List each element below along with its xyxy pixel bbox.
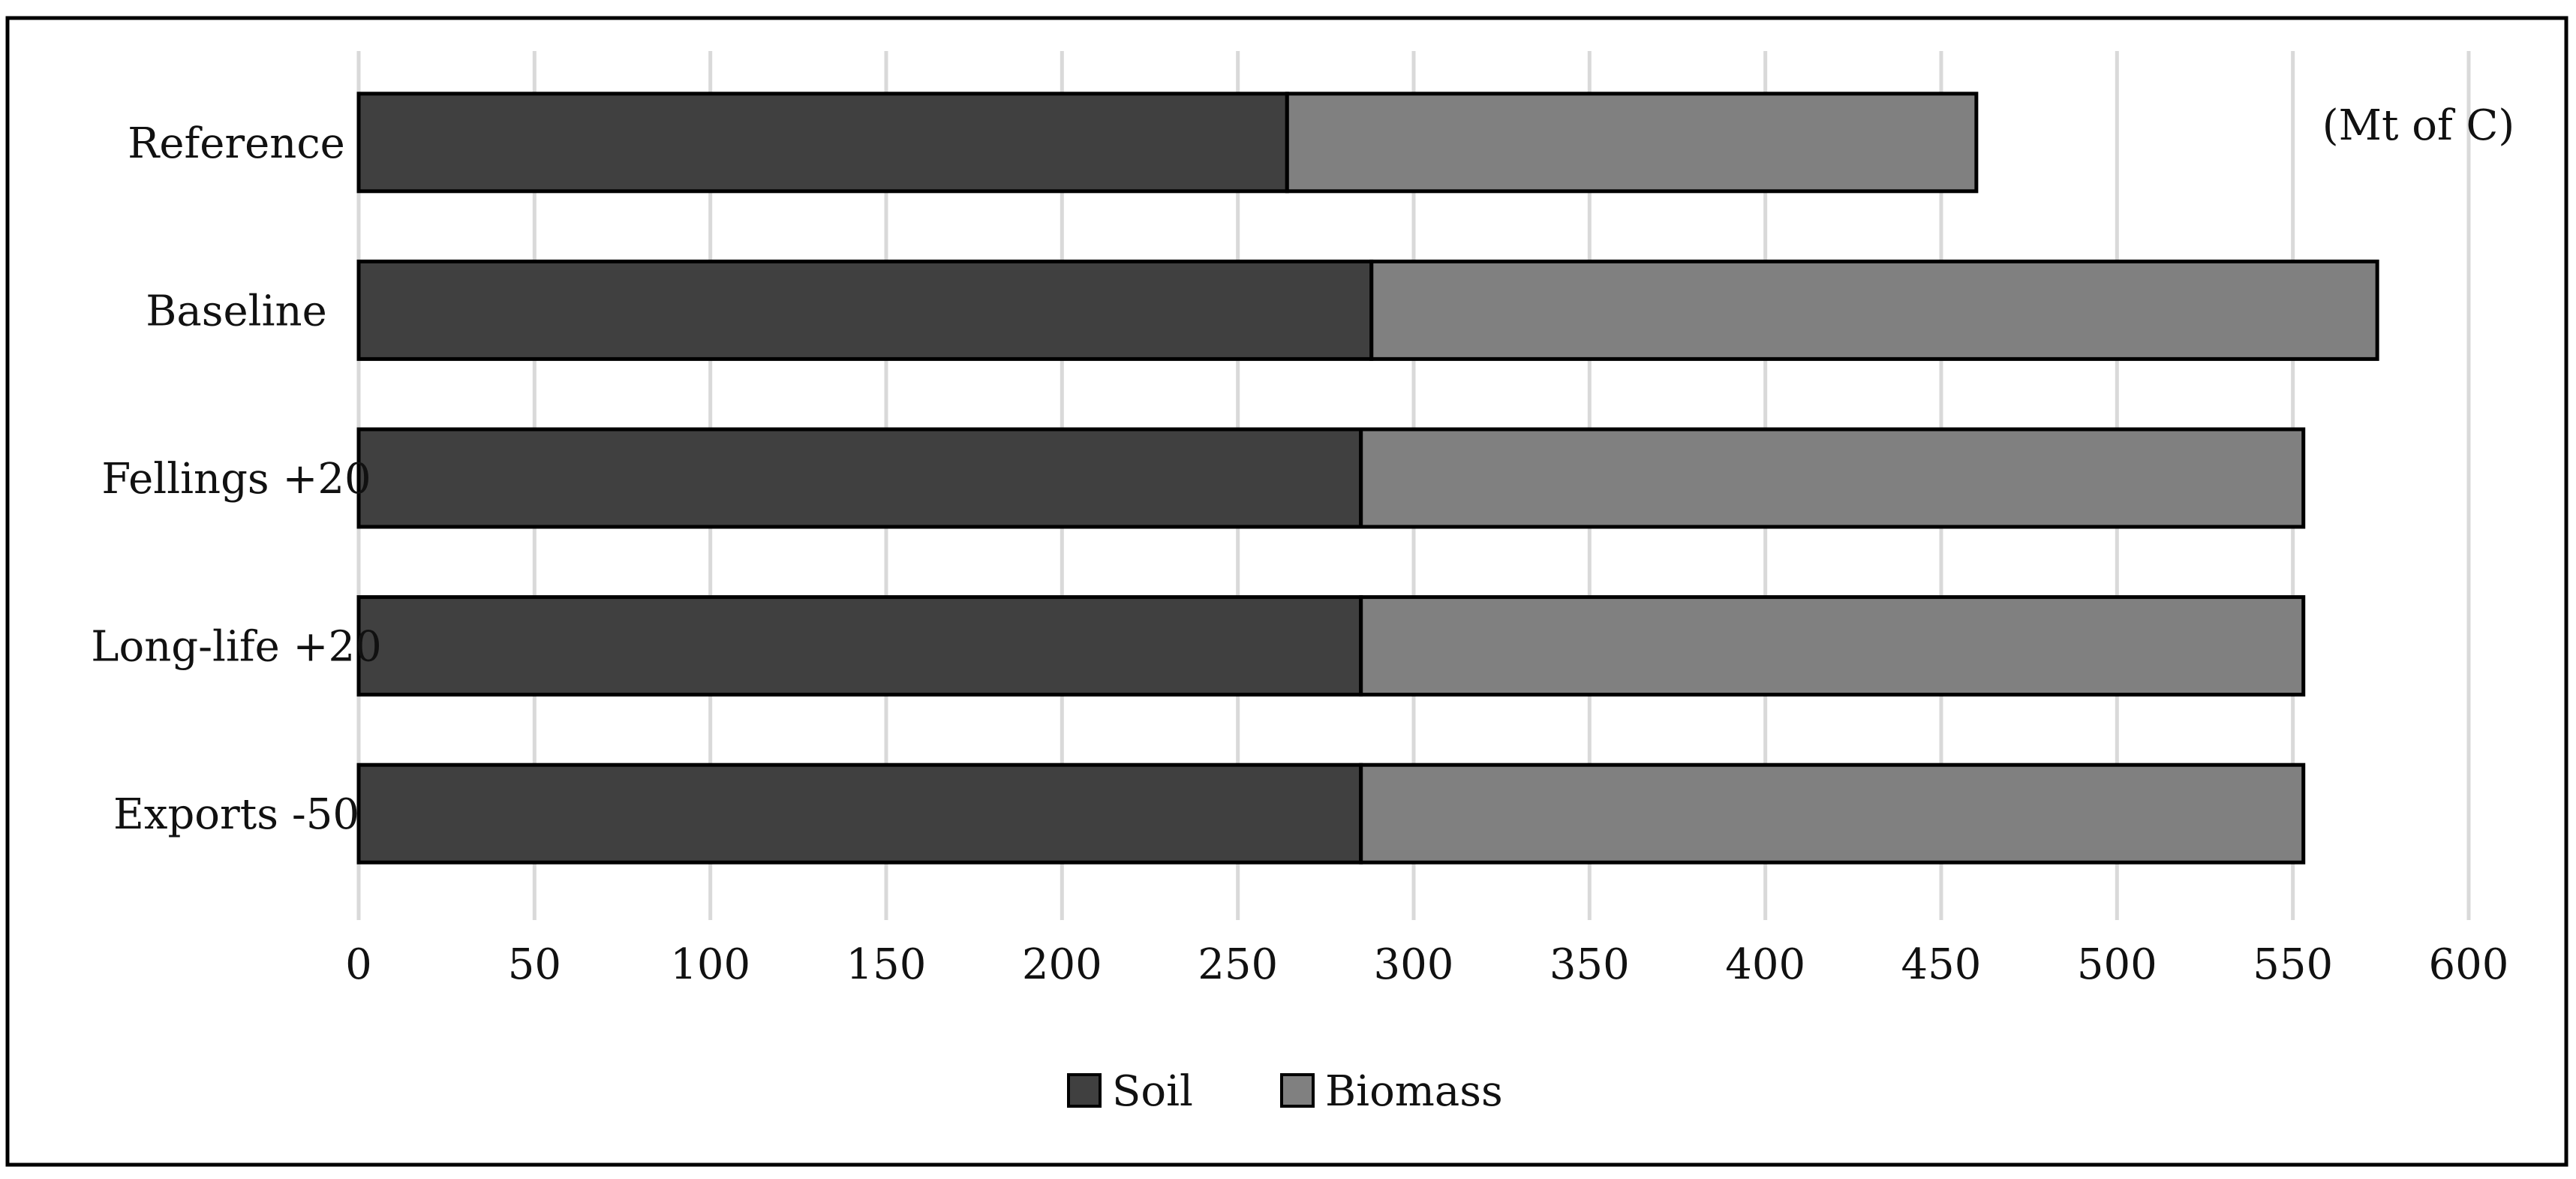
bar-soil <box>356 92 1289 194</box>
bars <box>356 92 2379 865</box>
legend-label: Biomass <box>1325 1067 1503 1116</box>
bar-biomass <box>1359 427 2306 529</box>
x-tick-label: 100 <box>670 940 750 989</box>
legend-swatch <box>1067 1073 1102 1108</box>
x-tick-label: 500 <box>2077 940 2157 989</box>
legend-label: Soil <box>1112 1067 1193 1116</box>
bar-biomass <box>1359 595 2306 697</box>
bar-soil <box>356 427 1363 529</box>
bar-biomass <box>1285 92 1979 194</box>
x-tick-label: 350 <box>1550 940 1630 989</box>
chart-frame <box>5 16 2568 1167</box>
legend: Soil Biomass <box>1067 1067 1503 1116</box>
x-tick-label: 200 <box>1022 940 1102 989</box>
x-tick-label: 0 <box>345 940 372 989</box>
x-tick-label: 300 <box>1374 940 1454 989</box>
x-tick-label: 250 <box>1198 940 1278 989</box>
x-tick-label: 150 <box>846 940 927 989</box>
bar-soil <box>356 259 1374 361</box>
x-tick-label: 550 <box>2253 940 2333 989</box>
x-tick-label: 50 <box>508 940 561 989</box>
x-tick-label: 600 <box>2429 940 2509 989</box>
category-label: Reference <box>128 119 345 168</box>
legend-swatch <box>1280 1073 1315 1108</box>
x-tick-label: 400 <box>1725 940 1805 989</box>
category-label: Fellings +20 <box>101 455 371 504</box>
category-label: Exports -50 <box>113 790 359 839</box>
bar-biomass <box>1369 259 2379 361</box>
category-labels: Reference Baseline Fellings +20 Long-life +… <box>91 119 381 839</box>
x-tick-labels: 0 50 100 150 200 250 300 350 400 450 500 550 600 <box>345 940 2508 989</box>
unit-label: (Mt of C) <box>2322 101 2514 150</box>
category-label: Long-life +20 <box>91 623 381 672</box>
category-label: Baseline <box>146 287 326 335</box>
x-tick-label: 450 <box>1901 940 1982 989</box>
bar-biomass <box>1359 762 2306 865</box>
bar-soil <box>356 595 1363 697</box>
bar-soil <box>356 762 1363 865</box>
